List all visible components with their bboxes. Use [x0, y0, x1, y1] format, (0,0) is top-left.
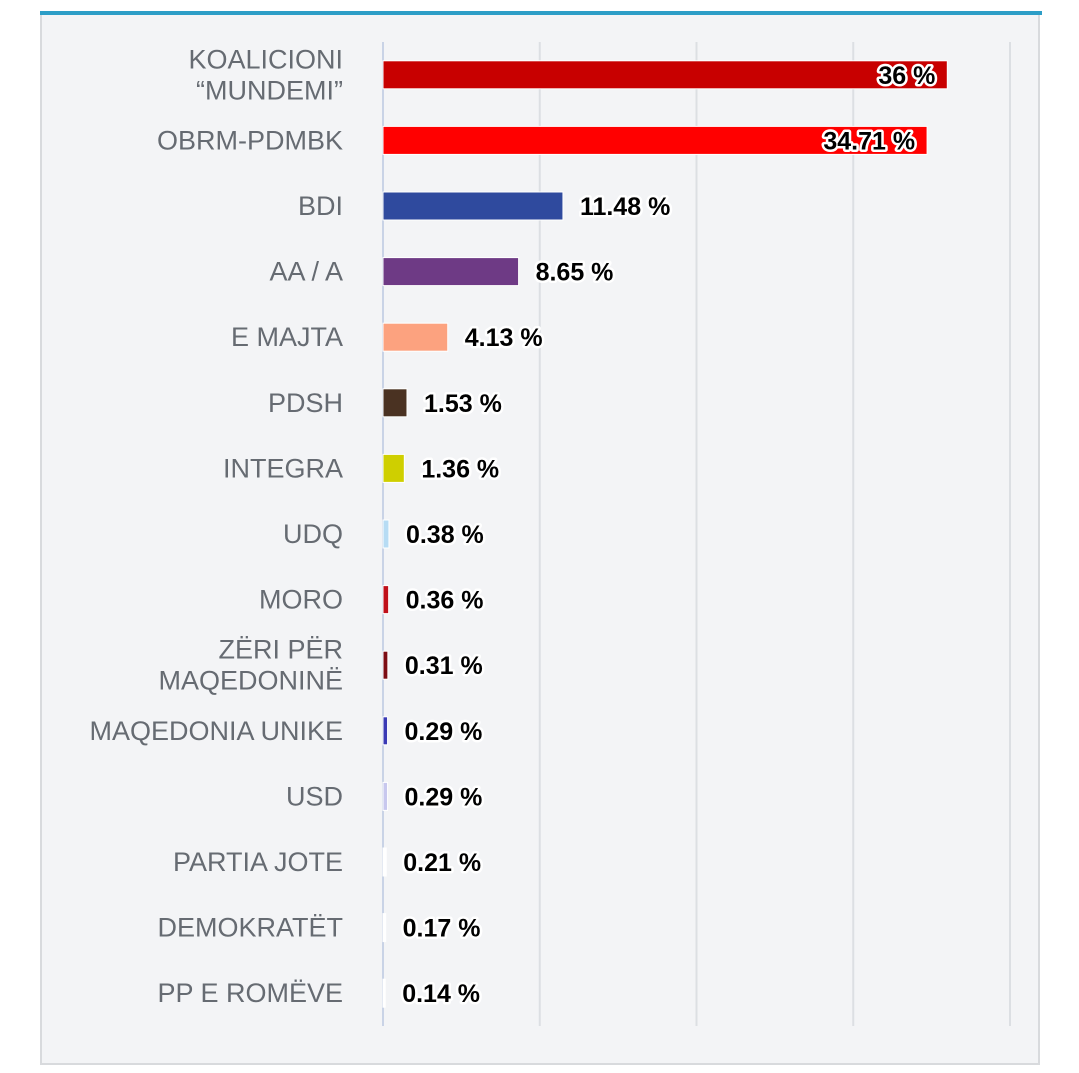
value-label: 1.36 % [421, 455, 499, 483]
bar [382, 978, 386, 1008]
value-label: 11.48 % [580, 193, 670, 221]
bar [382, 716, 389, 746]
category-label: ZËRI PËR MAQEDONINË [158, 635, 343, 696]
category-label: INTEGRA [223, 453, 343, 483]
category-label: MORO [259, 585, 343, 615]
category-label: USD [286, 781, 343, 811]
category-label: AA / A [269, 257, 343, 287]
value-label: 0.36 % [406, 587, 484, 615]
value-label: 0.17 % [403, 915, 481, 943]
value-label: 0.29 % [405, 783, 483, 811]
bar [382, 191, 564, 221]
bar [382, 519, 390, 549]
card-top-accent [40, 11, 1042, 15]
category-label: PARTIA JOTE [173, 847, 343, 877]
bar [382, 388, 408, 418]
value-label: 4.13 % [465, 324, 543, 352]
bar [382, 125, 928, 155]
value-label: 0.31 % [405, 652, 483, 680]
category-label: OBRM-PDMBK [157, 125, 343, 155]
bar [382, 322, 449, 352]
bar [382, 847, 387, 877]
category-label: KOALICIONI “MUNDEMI” [188, 44, 343, 105]
bar [382, 585, 390, 615]
category-label: BDI [298, 191, 343, 221]
bar [382, 650, 389, 680]
bar [382, 257, 520, 287]
bar [382, 60, 948, 90]
value-label: 0.14 % [402, 980, 480, 1008]
bar [382, 913, 387, 943]
category-label: DEMOKRATËT [157, 913, 343, 943]
value-label: 0.29 % [405, 718, 483, 746]
category-label: E MAJTA [231, 322, 343, 352]
bar [382, 781, 389, 811]
value-label: 34.71 % [823, 127, 915, 155]
category-label: PDSH [268, 388, 343, 418]
value-label: 36 % [878, 62, 935, 90]
value-label: 0.38 % [406, 521, 484, 549]
value-label: 1.53 % [424, 390, 502, 418]
category-label: MAQEDONIA UNIKE [89, 716, 343, 746]
value-label: 8.65 % [536, 259, 614, 287]
category-label: UDQ [283, 519, 343, 549]
value-label: 0.21 % [403, 849, 481, 877]
bar [382, 453, 405, 483]
category-label: PP E ROMËVE [157, 978, 343, 1008]
